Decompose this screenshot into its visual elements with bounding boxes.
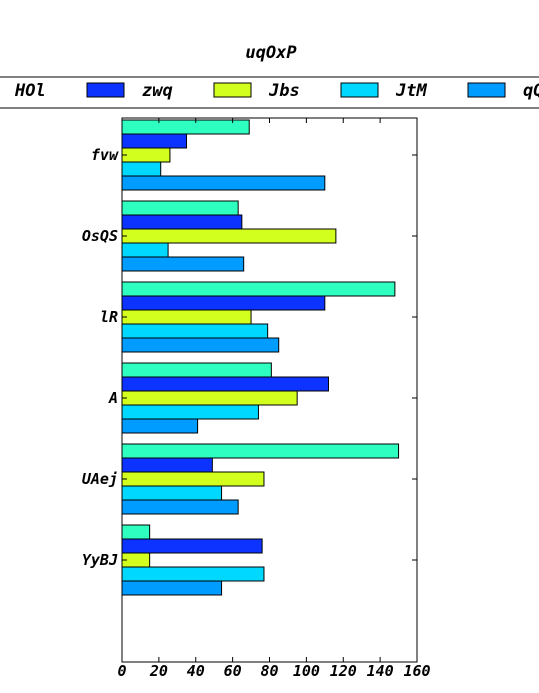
bar-HOl-lR — [121, 281, 396, 297]
bar-JtM-OsQS — [121, 242, 169, 258]
xtick-label-6: 120 — [330, 662, 357, 680]
bar-JtM-fvw — [121, 161, 162, 177]
bar-qQ-lR — [121, 337, 280, 353]
bar-zwq-A — [121, 376, 329, 392]
xtick-label-4: 80 — [260, 662, 278, 680]
bar-JtM-YyBJ — [121, 566, 265, 582]
chart-title: uqOxP — [245, 43, 297, 63]
bar-JtM-lR — [121, 323, 269, 339]
bar-HOl-UAej — [121, 443, 400, 459]
bar-qQ-fvw — [121, 175, 326, 191]
xtick-label-8: 160 — [403, 662, 430, 680]
bar-zwq-lR — [121, 295, 326, 311]
bar-HOl-YyBJ — [121, 524, 151, 540]
legend-label-0: HOl — [14, 81, 46, 101]
xtick-label-5: 100 — [293, 662, 320, 680]
bar-qQ-UAej — [121, 499, 239, 515]
bar-zwq-YyBJ — [121, 538, 263, 554]
legend-label-3: JtM — [395, 81, 427, 101]
legend-swatch-1 — [86, 82, 125, 98]
legend-label-2: Jbs — [268, 81, 300, 101]
bar-JtM-UAej — [121, 485, 223, 501]
legend-swatch-3 — [340, 82, 379, 98]
bar-Jbs-OsQS — [121, 228, 337, 244]
xtick-label-1: 20 — [149, 662, 168, 680]
ytick-label-1: OsQS — [82, 227, 118, 245]
bar-zwq-fvw — [121, 133, 188, 149]
bar-HOl-fvw — [121, 119, 250, 135]
legend-label-1: zwq — [142, 81, 173, 101]
bar-Jbs-fvw — [121, 147, 171, 163]
xtick-label-3: 60 — [224, 662, 242, 680]
bar-zwq-OsQS — [121, 214, 243, 230]
ytick-label-2: lR — [100, 308, 118, 326]
bar-qQ-OsQS — [121, 256, 245, 272]
bar-JtM-A — [121, 404, 259, 420]
bar-Jbs-UAej — [121, 471, 265, 487]
ytick-label-0: fvw — [91, 146, 119, 164]
legend-label-4: qQ — [523, 81, 539, 101]
legend-swatch-4 — [467, 82, 506, 98]
xtick-label-2: 40 — [187, 662, 205, 680]
ytick-label-5: YyBJ — [82, 551, 118, 569]
plot-area: fvw OsQS lR A UAej YyBJ 0 20 40 60 80 100 120 140 160 — [82, 117, 431, 680]
legend: HOl zwq Jbs JtM qQ — [0, 76, 539, 109]
bar-zwq-UAej — [121, 457, 213, 473]
xtick-label-0: 0 — [117, 662, 126, 680]
bar-HOl-A — [121, 362, 272, 378]
bar-Jbs-lR — [121, 309, 252, 325]
ytick-label-4: UAej — [82, 470, 118, 488]
legend-swatch-2 — [213, 82, 252, 98]
ytick-label-3: A — [108, 389, 118, 407]
bar-qQ-A — [121, 418, 199, 434]
bar-HOl-OsQS — [121, 200, 239, 216]
bar-Jbs-A — [121, 390, 298, 406]
xtick-label-7: 140 — [367, 662, 394, 680]
bar-qQ-YyBJ — [121, 580, 223, 596]
